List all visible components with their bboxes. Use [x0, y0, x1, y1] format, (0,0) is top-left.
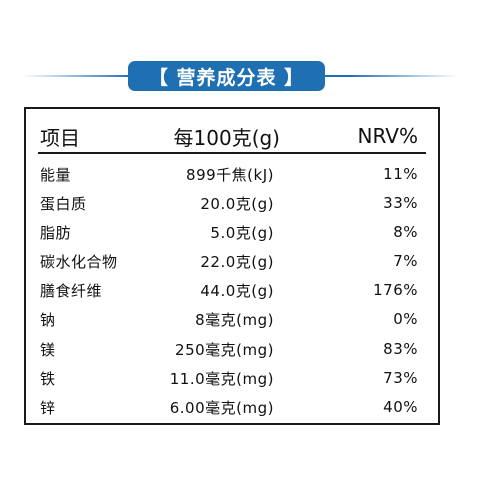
table-row: 能量 899千焦(kJ) 11% [26, 159, 438, 189]
nutrient-nrv: 0% [393, 310, 418, 328]
table-row: 镁 250毫克(mg) 83% [26, 334, 438, 364]
nutrient-amount: 11.0毫克(mg) [169, 369, 274, 388]
nutrient-name: 能量 [40, 165, 72, 184]
header-divider [38, 152, 426, 154]
table-row: 膳食纤维 44.0克(g) 176% [26, 275, 438, 305]
table-row: 碳水化合物 22.0克(g) 7% [26, 246, 438, 276]
table-row: 铁 11.0毫克(mg) 73% [26, 363, 438, 393]
nutrient-nrv: 176% [373, 281, 418, 299]
nutrient-nrv: 7% [393, 252, 418, 270]
nutrient-name: 膳食纤维 [40, 281, 103, 300]
header-per-100g: 每100克(g) [173, 125, 280, 150]
table-row: 脂肪 5.0克(g) 8% [26, 217, 438, 247]
nutrient-nrv: 73% [383, 369, 418, 387]
nutrient-amount: 8毫克(mg) [195, 310, 274, 329]
nutrient-name: 锌 [40, 398, 56, 417]
nutrition-table: 项目 每100克(g) NRV% 能量 899千焦(kJ) 11% 蛋白质 20… [24, 107, 440, 425]
table-row: 蛋白质 20.0克(g) 33% [26, 188, 438, 218]
nutrient-amount: 22.0克(g) [200, 252, 274, 271]
nutrient-name: 铁 [40, 369, 56, 388]
page-title: 【 营养成分表 】 [128, 61, 325, 91]
nutrient-nrv: 11% [383, 165, 418, 183]
nutrient-name: 脂肪 [40, 223, 72, 242]
nutrient-amount: 250毫克(mg) [175, 340, 274, 359]
nutrient-name: 镁 [40, 340, 56, 359]
nutrient-name: 钠 [40, 310, 56, 329]
table-row: 锌 6.00毫克(mg) 40% [26, 392, 438, 422]
header-item: 项目 [40, 125, 80, 150]
nutrient-nrv: 8% [393, 223, 418, 241]
nutrient-amount: 5.0克(g) [210, 223, 274, 242]
header-nrv: NRV% [357, 124, 418, 148]
nutrient-name: 碳水化合物 [40, 252, 118, 271]
nutrient-nrv: 33% [383, 194, 418, 212]
nutrient-nrv: 83% [383, 340, 418, 358]
nutrient-amount: 6.00毫克(mg) [169, 398, 274, 417]
nutrient-amount: 899千焦(kJ) [186, 165, 274, 184]
nutrient-amount: 44.0克(g) [200, 281, 274, 300]
nutrient-name: 蛋白质 [40, 194, 87, 213]
nutrient-nrv: 40% [383, 398, 418, 416]
nutrient-amount: 20.0克(g) [200, 194, 274, 213]
table-header-row: 项目 每100克(g) NRV% [26, 121, 438, 151]
table-row: 钠 8毫克(mg) 0% [26, 304, 438, 334]
